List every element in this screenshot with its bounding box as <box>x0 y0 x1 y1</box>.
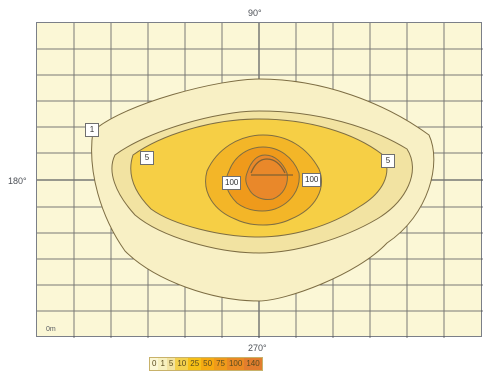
legend: 0 1 5 10 25 50 75 100 140 <box>149 357 263 371</box>
contour-inner-arc <box>250 158 286 174</box>
legend-item-5: 5 <box>166 358 176 370</box>
axis-label-left: 180° <box>8 176 27 186</box>
contour-label-5-right: 5 <box>381 154 395 168</box>
legend-item-25: 25 <box>188 358 202 370</box>
contour-label-100-left: 100 <box>222 176 242 190</box>
axis-label-bottom: 270° <box>248 343 267 353</box>
contour-label-5-left: 5 <box>140 151 154 165</box>
contour-label-100-right: 100 <box>302 173 322 187</box>
contour-label-1: 1 <box>85 123 99 137</box>
legend-item-50: 50 <box>201 358 215 370</box>
contour-140 <box>245 154 288 200</box>
legend-item-100: 100 <box>226 358 245 370</box>
legend-item-140: 140 <box>244 358 262 370</box>
contours <box>91 78 435 302</box>
legend-item-75: 75 <box>214 358 227 370</box>
legend-item-1: 1 <box>158 358 167 370</box>
legend-item-10: 10 <box>175 358 189 370</box>
contour-plot <box>36 22 483 338</box>
axis-label-top: 90° <box>248 8 262 18</box>
contour-map <box>37 23 483 338</box>
legend-item-0: 0 <box>150 358 159 370</box>
corner-note: 0m <box>46 326 56 333</box>
